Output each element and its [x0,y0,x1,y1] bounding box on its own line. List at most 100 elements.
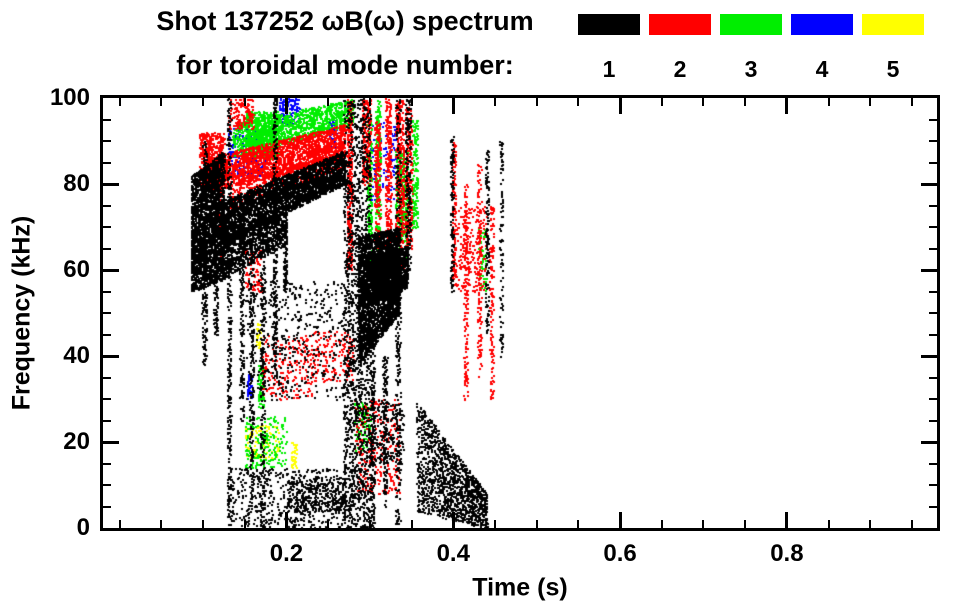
x-tick [160,520,163,528]
y-tick [103,182,119,186]
y-tick [929,484,937,486]
legend-label-n1: 1 [602,56,616,82]
x-tick-label-0.8: 0.8 [770,540,804,567]
legend-label-n5: 5 [886,56,900,82]
y-tick [929,398,937,400]
y-tick [103,462,111,465]
legend-swatch-n3 [720,14,782,35]
x-tick [869,520,872,528]
y-tick [929,226,937,228]
y-tick-label-80: 80 [63,170,90,197]
x-tick-label-0.6: 0.6 [603,540,637,567]
y-axis-label: Frequency (kHz) [7,215,36,411]
legend-swatch-n5 [862,14,924,35]
y-tick [921,182,937,186]
y-tick [103,161,111,164]
x-tick [451,512,455,528]
y-tick [103,440,119,444]
y-tick-label-20: 20 [63,428,90,455]
x-tick [202,520,205,528]
x-tick [618,512,622,528]
x-tick [827,98,830,106]
y-tick [929,161,937,164]
x-tick [869,98,872,106]
x-tick [618,98,622,114]
legend-swatch-n1 [578,14,640,35]
y-tick [929,505,937,508]
y-tick [103,118,111,121]
y-tick-label-0: 0 [76,514,90,541]
x-tick [243,98,246,106]
y-tick [929,204,937,207]
x-tick [243,520,246,528]
legend-swatch-n4 [791,14,853,35]
y-tick [103,354,119,358]
figure-title-text: Shot 137252 ωB(ω) spectrum [156,6,534,36]
x-tick [577,98,580,106]
y-tick [921,440,937,444]
y-tick [929,333,937,336]
legend-swatch-n2 [649,14,711,35]
y-tick-label-60: 60 [63,256,90,283]
x-tick [535,98,538,106]
x-tick [160,98,163,106]
x-tick [118,520,121,528]
x-tick [744,520,747,528]
y-tick [103,226,111,228]
y-tick [103,398,111,400]
y-tick [921,268,937,272]
x-tick [410,520,413,528]
y-tick [929,247,937,250]
legend-label-n3: 3 [744,56,758,82]
x-tick [910,98,913,106]
figure-title-line2: for toroidal mode number: [110,50,580,81]
y-tick-label-100: 100 [49,84,90,111]
figure-subtitle-text: for toroidal mode number: [176,50,514,80]
x-tick [702,520,705,528]
x-tick [410,98,413,106]
x-tick-label-0.4: 0.4 [436,540,470,567]
x-tick [284,98,288,114]
x-tick [660,520,663,528]
y-tick [929,419,937,422]
x-tick [118,98,121,106]
y-tick [103,312,111,314]
y-tick [103,140,111,142]
spectrum-canvas [103,98,937,528]
x-tick [202,98,205,106]
legend-numbers: 1 2 3 4 5 [578,56,924,83]
legend-label-n2: 2 [673,56,687,82]
x-tick [327,98,330,106]
y-tick [929,290,937,293]
plot-frame [100,95,940,531]
y-tick [103,333,111,336]
y-tick [929,140,937,142]
x-tick [535,520,538,528]
x-tick [451,98,455,114]
x-tick [284,512,288,528]
figure-title-line1: Shot 137252 ωB(ω) spectrum [110,6,580,37]
x-tick [493,520,496,528]
y-tick [103,204,111,207]
x-tick [785,98,789,114]
y-tick-label-40: 40 [63,342,90,369]
y-tick [103,505,111,508]
x-tick [577,520,580,528]
x-tick [744,98,747,106]
y-tick [103,484,111,486]
x-axis-label: Time (s) [472,573,568,602]
x-tick [327,520,330,528]
x-tick [368,520,371,528]
x-tick [910,520,913,528]
legend-swatches [578,14,924,35]
y-tick [929,118,937,121]
y-tick [921,354,937,358]
y-tick [929,462,937,465]
x-tick [660,98,663,106]
x-tick-label-0.2: 0.2 [269,540,304,567]
x-tick [827,520,830,528]
y-tick [929,376,937,379]
y-tick [103,376,111,379]
y-tick [103,419,111,422]
